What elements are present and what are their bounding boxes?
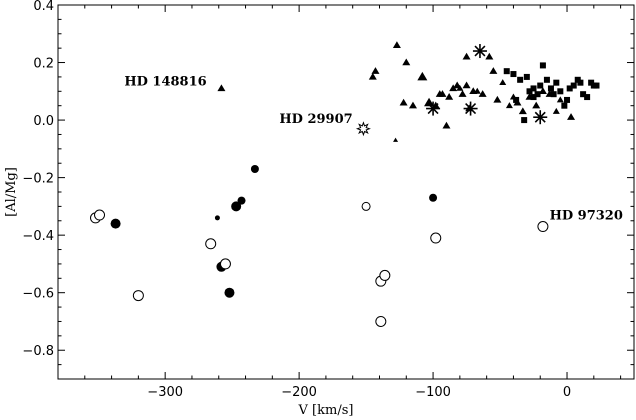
annotations: HD 148816 HD 29907 HD 97320 [124,75,623,224]
point-filled-triangle [478,90,487,97]
point-filled-square [513,96,520,103]
point-open-circle [379,269,391,281]
point-filled-square [543,76,550,83]
point-filled-triangle [489,67,498,74]
point-filled-triangle [449,84,458,92]
point-asterisk [426,101,441,116]
point-filled-triangle [462,52,471,60]
data-points [90,41,600,327]
y-tick-label: −0.8 [22,344,54,359]
star-annotation: HD 97320 [550,208,623,223]
point-asterisk [533,110,548,125]
point-filled-circle [237,196,246,205]
point-open-circle [430,232,442,244]
point-filled-triangle [442,121,451,129]
point-filled-triangle [408,101,417,109]
point-filled-triangle [368,72,377,80]
x-axis-label: V [km/s] [298,403,354,418]
point-filled-triangle [399,98,408,106]
point-asterisk [472,44,487,59]
y-axis-label: [Al/Mg] [4,167,19,217]
point-filled-triangle [538,87,547,95]
point-filled-square [550,91,557,98]
point-filled-triangle [402,58,411,66]
x-tick-label: −300 [147,385,183,400]
point-open-circle [205,238,217,250]
point-filled-square [564,96,571,103]
point-filled-square [566,85,573,92]
star-annotation: HD 148816 [124,75,206,90]
point-filled-triangle [499,79,507,86]
point-filled-circle [110,218,121,229]
point-filled-square [547,85,554,92]
point-filled-triangle [552,107,560,114]
y-tick-label: −0.4 [22,229,54,244]
point-filled-square [537,82,544,89]
x-tick-label: −100 [415,385,451,400]
point-filled-triangle [417,71,428,81]
plot-frame [57,4,635,380]
axis-ticks [57,4,634,380]
point-open-circle [132,290,144,302]
point-filled-square [570,82,577,89]
point-filled-triangle [518,107,527,115]
point-filled-circle [231,201,242,212]
y-tick-label: −0.6 [22,287,54,302]
point-filled-square [539,62,546,69]
point-filled-square [534,91,541,98]
point-filled-triangle [556,96,564,103]
point-filled-triangle [217,84,226,92]
point-filled-triangle [456,84,464,91]
point-filled-square [584,94,591,101]
point-open-circle [94,209,106,221]
point-filled-circle [214,215,220,221]
point-filled-circle [429,193,438,202]
y-tick-label: 0.0 [33,114,54,129]
x-tick-label: 0 [563,385,571,400]
x-tick-label: −200 [281,385,317,400]
point-filled-triangle [392,41,401,48]
point-filled-square [553,79,560,86]
point-filled-triangle [445,92,454,100]
point-open-circle [219,258,231,270]
point-filled-circle [224,287,235,298]
point-open-star [355,121,371,137]
point-filled-square [593,82,600,89]
point-filled-triangle [567,113,576,120]
y-tick-label: −0.2 [22,172,54,187]
point-filled-triangle [473,87,481,94]
point-filled-square [557,88,564,95]
point-filled-square [561,102,568,109]
point-open-circle [361,201,371,211]
point-filled-triangle [438,90,447,97]
point-filled-triangle [462,81,471,89]
point-filled-circle [250,164,259,173]
point-filled-triangle [424,97,435,107]
point-filled-square [521,117,528,124]
point-filled-square [503,68,510,75]
point-filled-square [530,94,537,101]
point-filled-triangle [505,102,513,109]
point-filled-triangle [371,67,380,74]
y-tick-label: 0.4 [33,0,54,14]
point-filled-triangle [458,90,467,97]
point-filled-square [526,88,533,95]
point-open-circle [375,315,387,327]
point-filled-square [530,85,537,92]
point-filled-square [577,79,584,86]
point-filled-square [510,71,517,78]
point-filled-triangle [393,137,399,142]
point-filled-triangle [493,95,502,103]
tick-labels: −300 −200 −100 0 −0.8 −0.6 −0.4 −0.2 0.0 0.2 0.4 [22,0,571,400]
point-filled-square [517,76,524,83]
point-filled-square [580,91,587,98]
point-open-circle [537,221,549,233]
point-filled-triangle [532,101,541,109]
point-filled-square [523,73,530,80]
y-tick-label: 0.2 [33,57,54,72]
point-filled-triangle [485,52,494,60]
star-annotation: HD 29907 [279,112,352,127]
point-asterisk [463,101,478,116]
